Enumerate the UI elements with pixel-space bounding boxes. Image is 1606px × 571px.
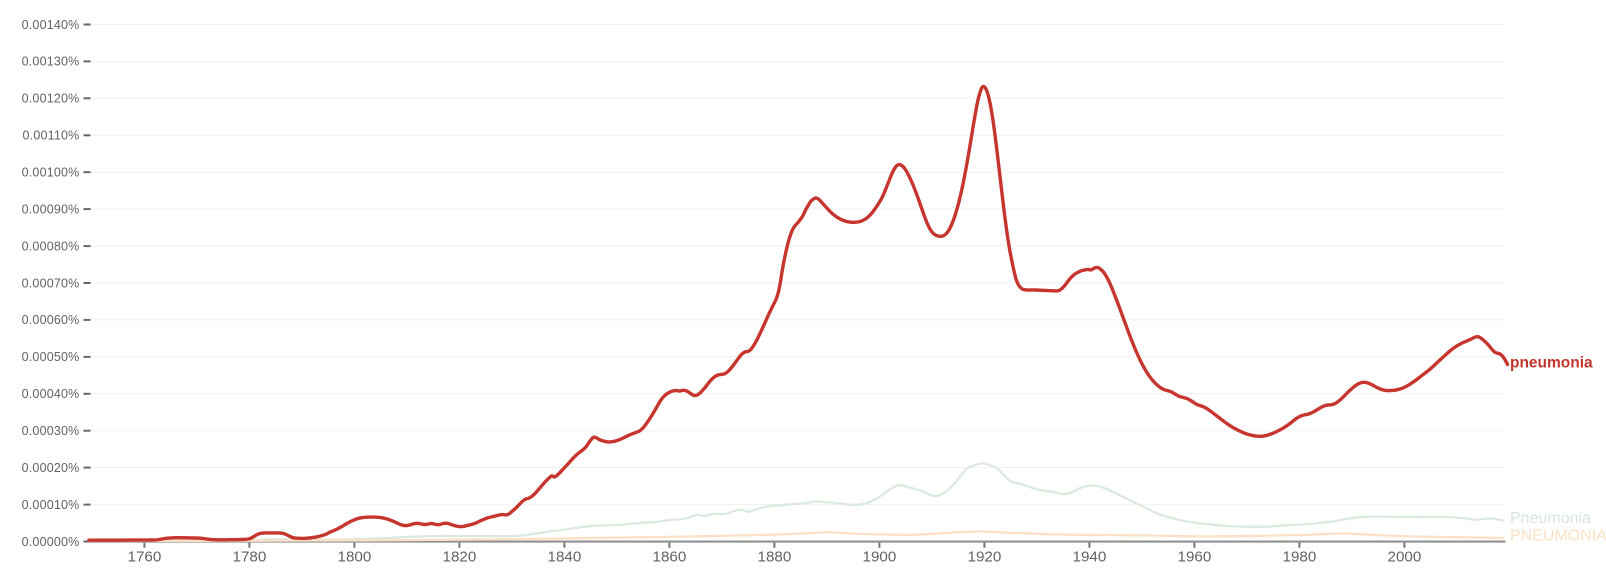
svg-text:0.00010%: 0.00010% — [22, 498, 80, 512]
svg-text:0.00130%: 0.00130% — [22, 55, 80, 69]
svg-text:1960: 1960 — [1178, 549, 1212, 566]
svg-text:1780: 1780 — [233, 549, 267, 566]
svg-text:PNEUMONIA: PNEUMONIA — [1510, 528, 1606, 545]
svg-text:0.00070%: 0.00070% — [22, 276, 80, 290]
svg-text:0.00110%: 0.00110% — [23, 129, 80, 143]
svg-text:0.00140%: 0.00140% — [22, 18, 80, 32]
svg-text:0.00090%: 0.00090% — [22, 202, 80, 216]
svg-text:0.00060%: 0.00060% — [22, 313, 80, 327]
svg-text:0.00050%: 0.00050% — [22, 350, 80, 364]
svg-text:0.00000%: 0.00000% — [22, 535, 80, 549]
svg-text:pneumonia: pneumonia — [1510, 355, 1593, 372]
svg-text:0.00030%: 0.00030% — [22, 424, 80, 438]
svg-text:0.00040%: 0.00040% — [22, 387, 80, 401]
svg-text:1820: 1820 — [443, 549, 477, 566]
svg-text:1880: 1880 — [758, 549, 792, 566]
svg-text:Pneumonia: Pneumonia — [1510, 510, 1591, 527]
svg-text:1900: 1900 — [863, 549, 897, 566]
svg-text:0.00120%: 0.00120% — [22, 92, 80, 106]
svg-text:1940: 1940 — [1073, 549, 1107, 566]
svg-text:0.00080%: 0.00080% — [22, 239, 80, 253]
svg-text:1840: 1840 — [548, 549, 582, 566]
svg-text:1760: 1760 — [128, 549, 162, 566]
svg-text:1920: 1920 — [968, 549, 1002, 566]
svg-text:1800: 1800 — [338, 549, 372, 566]
svg-text:1980: 1980 — [1283, 549, 1317, 566]
svg-text:0.00020%: 0.00020% — [22, 461, 80, 475]
svg-text:1860: 1860 — [653, 549, 687, 566]
svg-text:2000: 2000 — [1388, 549, 1422, 566]
svg-text:0.00100%: 0.00100% — [22, 166, 80, 180]
